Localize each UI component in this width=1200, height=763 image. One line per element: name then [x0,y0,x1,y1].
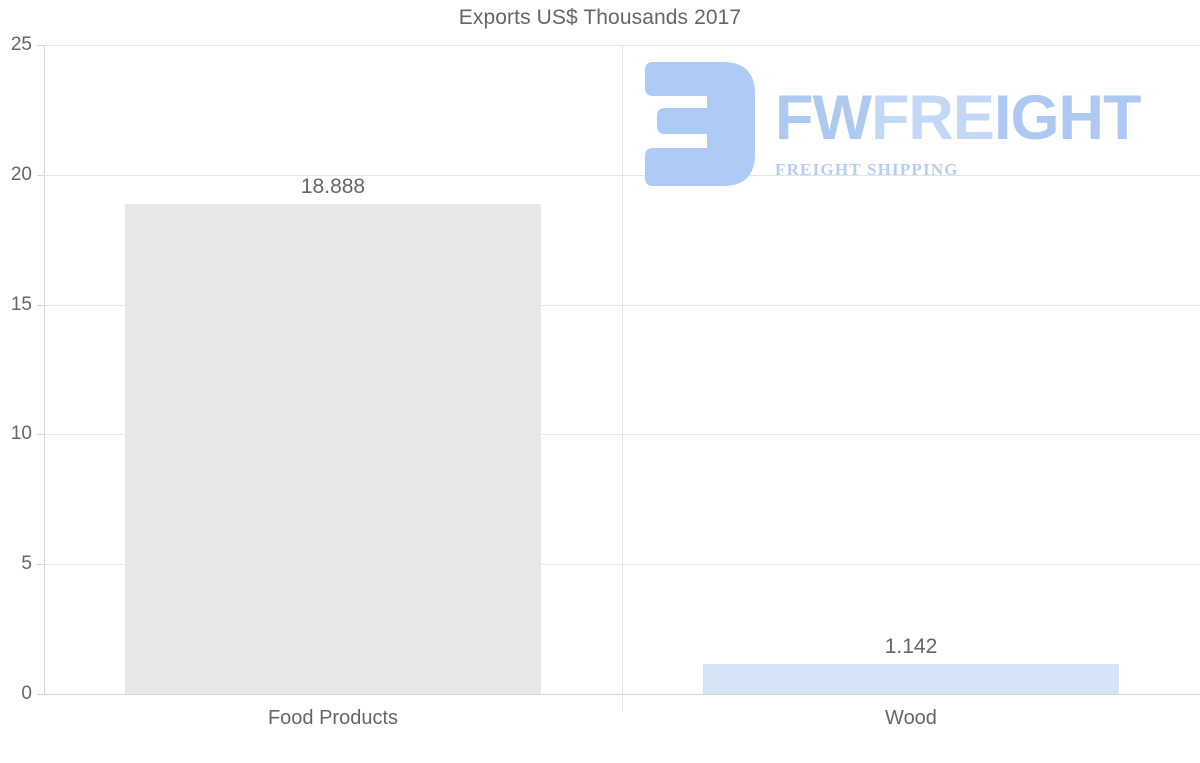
y-axis-tick-label: 25 [10,34,32,55]
watermark-word-part-1: FW [775,83,872,153]
x-axis-category-label: Wood [885,707,937,729]
y-axis-tick [37,564,44,565]
bar-food-products[interactable] [125,204,541,694]
y-axis-tick-label: 10 [10,423,32,444]
y-axis-tick [37,434,44,435]
y-axis-tick-label: 0 [21,683,32,704]
bar-value-label: 1.142 [884,635,938,658]
y-axis-line [44,45,45,694]
y-axis-tick-label: 15 [10,294,32,315]
watermark-tagline: FREIGHT SHIPPING [775,160,959,179]
y-axis-tick-label: 5 [21,553,32,574]
y-axis-tick [37,45,44,46]
bar-wood[interactable] [703,664,1119,694]
watermark-wordmark: FWFREIGHT [775,87,1141,150]
chart-title: Exports US$ Thousands 2017 [458,6,742,29]
fwfreight-logo-icon [645,60,755,188]
watermark-word-part-2: FRE [870,83,995,153]
bar-value-label: 18.888 [300,175,366,198]
y-axis-tick [37,694,44,695]
watermark-word-part-3: IGHT [993,83,1141,153]
y-axis-tick [37,175,44,176]
category-divider [622,45,623,712]
y-axis-tick [37,305,44,306]
y-axis-tick-label: 20 [10,164,32,185]
x-axis-category-label: Food Products [267,707,399,729]
watermark: FWFREIGHT FREIGHT SHIPPING [645,60,1155,188]
